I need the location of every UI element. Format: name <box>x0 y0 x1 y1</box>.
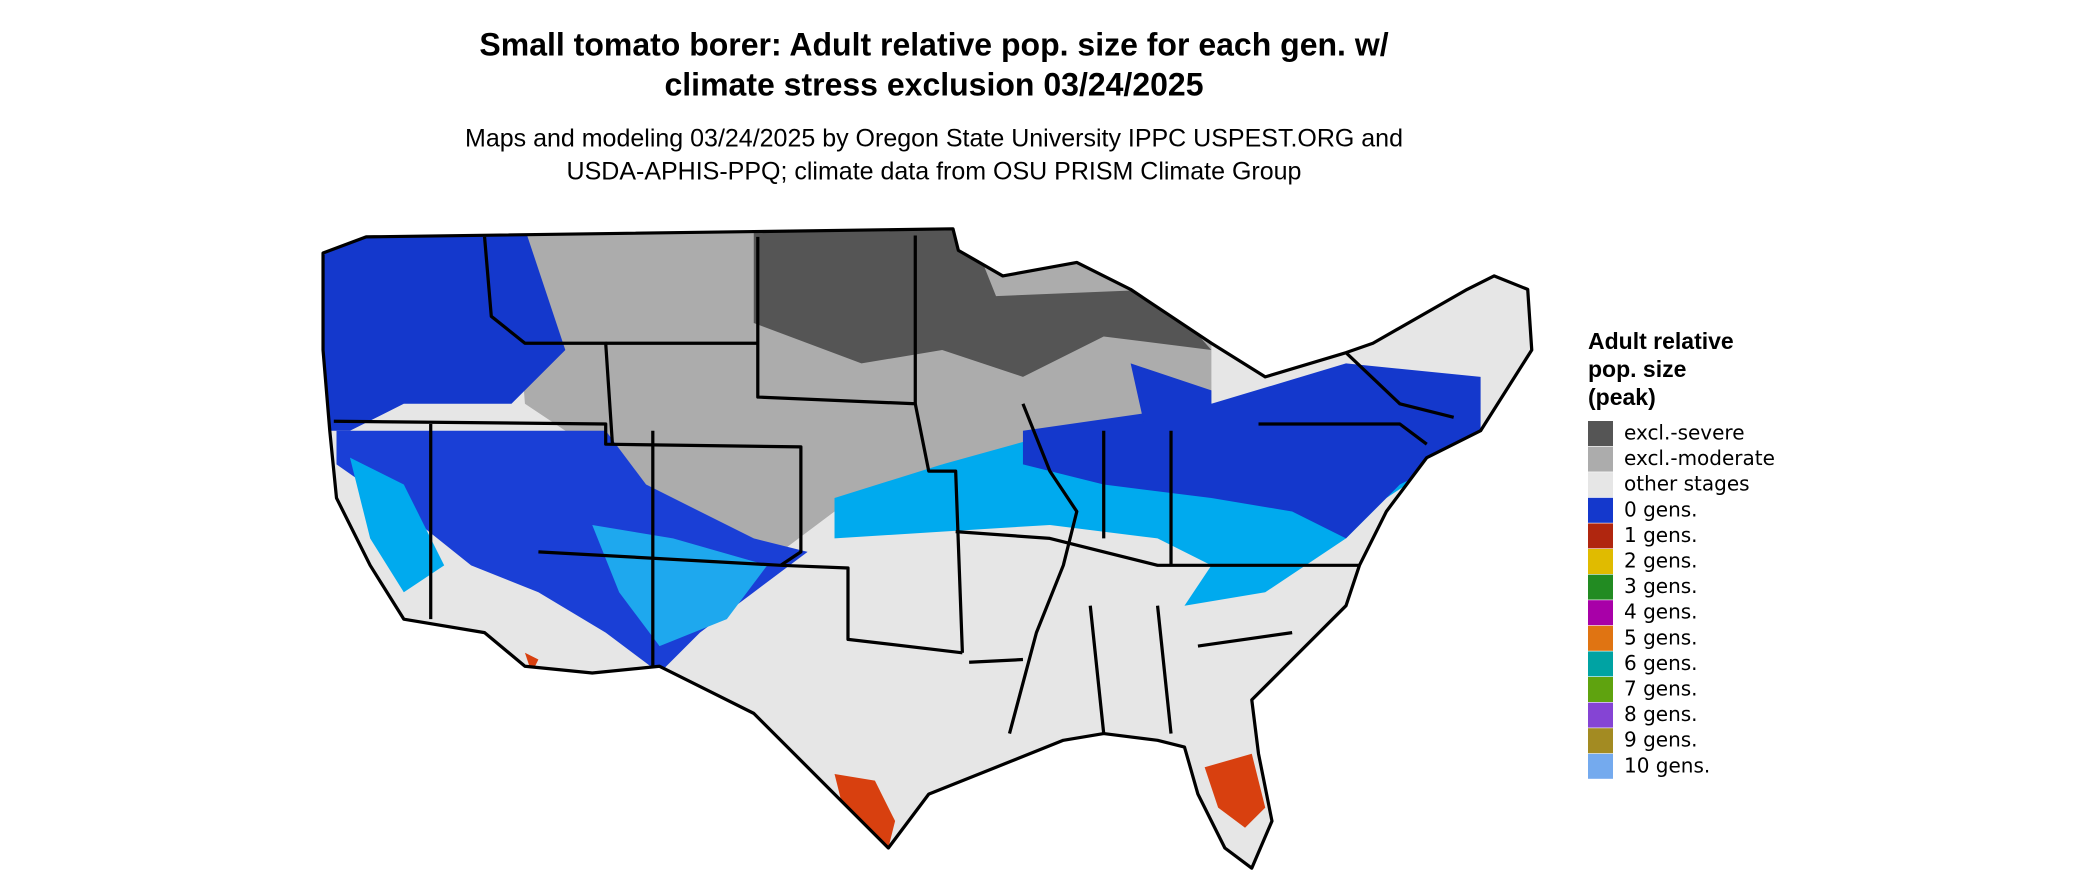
legend-label: 0 gens. <box>1624 497 1698 521</box>
legend-swatch <box>1588 497 1613 523</box>
title: climate stress exclusion 03/24/2025 <box>664 66 1203 102</box>
legend-swatch <box>1588 574 1613 600</box>
subtitle: Maps and modeling 03/24/2025 by Oregon S… <box>465 125 1403 153</box>
header: Small tomato borer: Adult relative pop. … <box>465 26 1403 185</box>
legend-swatch <box>1588 728 1613 754</box>
legend-title: (peak) <box>1588 384 1656 410</box>
legend-swatch <box>1588 651 1613 677</box>
legend-label: 1 gens. <box>1624 523 1698 547</box>
state-borders <box>321 227 1534 870</box>
legend-swatch <box>1588 600 1613 626</box>
legend-title: Adult relative <box>1588 328 1734 354</box>
legend-label: 8 gens. <box>1624 702 1698 726</box>
legend-label: 2 gens. <box>1624 549 1698 573</box>
subtitle: USDA-APHIS-PPQ; climate data from OSU PR… <box>567 158 1302 186</box>
legend-swatch <box>1588 421 1613 446</box>
legend-label: 10 gens. <box>1624 753 1710 777</box>
legend-label: 5 gens. <box>1624 625 1698 649</box>
legend-label: 7 gens. <box>1624 677 1698 701</box>
legend-swatch <box>1588 625 1613 651</box>
legend-label: 9 gens. <box>1624 728 1698 752</box>
legend-label: other stages <box>1624 472 1750 496</box>
map-fill <box>323 228 1532 869</box>
legend-label: excl.-severe <box>1624 421 1745 445</box>
legend-swatch <box>1588 523 1613 549</box>
map <box>321 227 1534 870</box>
legend-title: pop. size <box>1588 356 1686 382</box>
title: Small tomato borer: Adult relative pop. … <box>479 26 1388 62</box>
legend-label: 4 gens. <box>1624 600 1698 624</box>
legend-label: excl.-moderate <box>1624 446 1775 470</box>
legend-label: 6 gens. <box>1624 651 1698 675</box>
legend-swatch <box>1588 472 1613 498</box>
legend-swatch <box>1588 677 1613 702</box>
legend-swatch <box>1588 446 1613 472</box>
legend-label: 3 gens. <box>1624 574 1698 598</box>
legend-swatch <box>1588 702 1613 728</box>
legend-swatch <box>1588 753 1613 779</box>
legend-swatch <box>1588 549 1613 574</box>
